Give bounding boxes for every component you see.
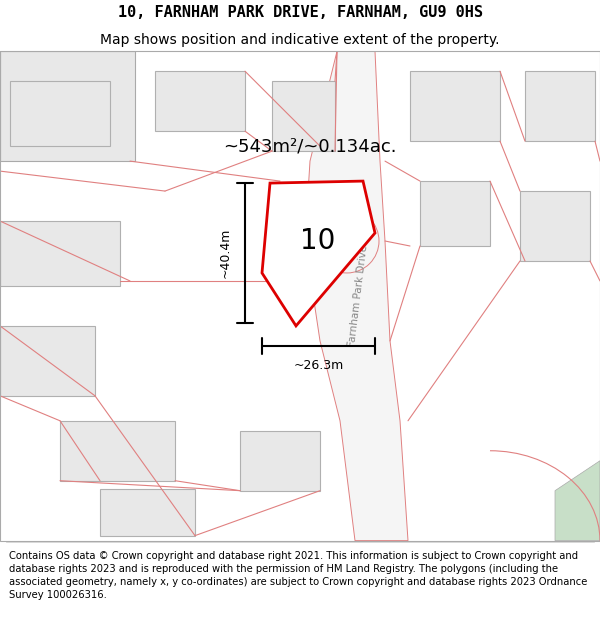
Circle shape	[315, 209, 379, 273]
Text: ~40.4m: ~40.4m	[218, 228, 232, 278]
Text: 10, FARNHAM PARK DRIVE, FARNHAM, GU9 0HS: 10, FARNHAM PARK DRIVE, FARNHAM, GU9 0HS	[118, 5, 482, 20]
Text: ~543m²/~0.134ac.: ~543m²/~0.134ac.	[223, 137, 397, 155]
Polygon shape	[10, 81, 110, 146]
Text: Map shows position and indicative extent of the property.: Map shows position and indicative extent…	[100, 33, 500, 47]
Polygon shape	[262, 181, 375, 326]
Polygon shape	[555, 461, 600, 541]
Polygon shape	[155, 71, 245, 131]
Text: 10: 10	[301, 227, 335, 255]
Polygon shape	[0, 51, 135, 161]
Polygon shape	[0, 221, 120, 286]
Polygon shape	[410, 71, 500, 141]
Polygon shape	[525, 71, 595, 141]
Polygon shape	[420, 181, 490, 246]
Polygon shape	[305, 51, 408, 541]
Polygon shape	[272, 81, 335, 151]
Text: ~26.3m: ~26.3m	[293, 359, 344, 372]
Text: Farnham Park Drive: Farnham Park Drive	[347, 244, 369, 348]
Polygon shape	[0, 326, 95, 396]
Polygon shape	[60, 421, 175, 481]
Text: Contains OS data © Crown copyright and database right 2021. This information is : Contains OS data © Crown copyright and d…	[9, 551, 587, 601]
Polygon shape	[240, 431, 320, 491]
Polygon shape	[100, 489, 195, 536]
Polygon shape	[520, 191, 590, 261]
Bar	[0, 51, 600, 541]
